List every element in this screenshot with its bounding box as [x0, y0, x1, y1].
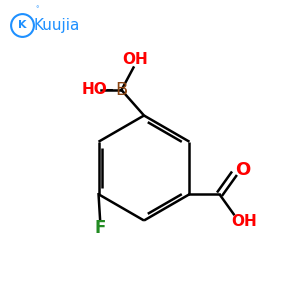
- Text: F: F: [94, 219, 106, 237]
- Text: °: °: [35, 7, 39, 13]
- Text: OH: OH: [231, 214, 257, 229]
- Text: K: K: [18, 20, 27, 31]
- Text: O: O: [235, 161, 250, 179]
- Text: B: B: [116, 81, 128, 99]
- Text: OH: OH: [122, 52, 148, 67]
- Text: HO: HO: [82, 82, 107, 98]
- Text: Kuujia: Kuujia: [34, 18, 80, 33]
- Text: –: –: [105, 82, 113, 97]
